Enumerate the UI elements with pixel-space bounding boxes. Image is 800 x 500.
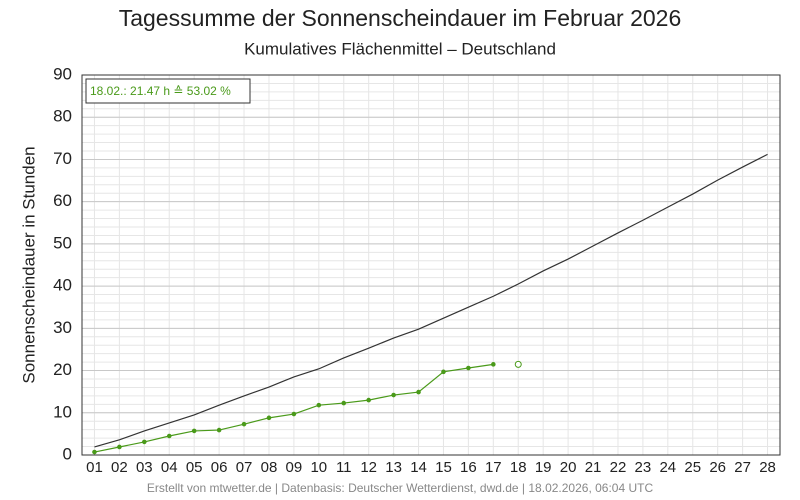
data-point xyxy=(341,400,347,406)
data-point xyxy=(316,402,322,408)
x-tick-label: 01 xyxy=(86,459,103,476)
x-tick-label: 24 xyxy=(659,459,676,476)
y-tick-label: 90 xyxy=(53,64,72,83)
x-tick-label: 03 xyxy=(136,459,153,476)
y-tick-label: 80 xyxy=(53,107,72,126)
x-tick-label: 05 xyxy=(186,459,203,476)
y-tick-label: 30 xyxy=(53,318,72,337)
chart-title: Tagessumme der Sonnenscheindauer im Febr… xyxy=(119,5,682,31)
data-point xyxy=(366,397,371,403)
x-tick-label: 09 xyxy=(286,459,303,476)
x-tick-label: 07 xyxy=(236,459,253,476)
data-point xyxy=(291,411,297,417)
plot-frame xyxy=(81,74,781,456)
footer: Erstellt von mtwetter.de | Datenbasis: D… xyxy=(147,481,654,495)
y-tick-label: 70 xyxy=(53,149,72,168)
x-tick-label: 12 xyxy=(360,459,377,476)
data-point xyxy=(466,365,471,371)
data-point xyxy=(191,428,197,434)
x-tick-label: 25 xyxy=(684,459,701,476)
data-point xyxy=(241,421,247,427)
x-tick-label: 15 xyxy=(435,459,452,476)
data-point xyxy=(142,439,147,445)
x-tick-label: 16 xyxy=(460,459,477,476)
data-point xyxy=(92,449,97,455)
data-point xyxy=(117,444,122,450)
x-tick-label: 28 xyxy=(759,459,776,476)
x-tick-label: 04 xyxy=(161,459,178,476)
x-tick-label: 19 xyxy=(535,459,552,476)
x-tick-label: 06 xyxy=(211,459,228,476)
x-tick-label: 10 xyxy=(310,459,327,476)
data-point xyxy=(266,415,272,421)
x-tick-label: 21 xyxy=(585,459,602,476)
x-tick-label: 11 xyxy=(336,459,352,476)
x-tick-label: 20 xyxy=(560,459,577,476)
x-tick-label: 23 xyxy=(635,459,652,476)
data-point xyxy=(514,360,522,368)
x-tick-label: 18 xyxy=(510,459,527,476)
annotation: 18.02.: 21.47 h ≙ 53.02 % xyxy=(90,84,231,98)
x-tick-label: 14 xyxy=(410,459,427,476)
data-point xyxy=(166,433,172,439)
x-tick-label: 08 xyxy=(261,459,278,476)
data-point xyxy=(391,392,396,398)
data-point xyxy=(216,427,222,433)
y-tick-label: 50 xyxy=(53,233,72,252)
y-tick-label: 40 xyxy=(53,276,72,295)
series-line xyxy=(94,153,768,448)
y-tick-label: 10 xyxy=(53,402,72,421)
x-tick-label: 22 xyxy=(610,459,627,476)
data-point xyxy=(416,389,421,395)
x-tick-label: 17 xyxy=(485,459,502,476)
y-tick-label: 20 xyxy=(53,360,72,379)
y-tick-label: 0 xyxy=(63,444,72,463)
x-tick-label: 13 xyxy=(385,459,402,476)
chart-subtitle: Kumulatives Flächenmittel – Deutschland xyxy=(244,39,556,58)
x-tick-label: 27 xyxy=(734,459,751,476)
data-point xyxy=(491,362,496,367)
annotation-box xyxy=(85,78,251,104)
y-tick-label: 60 xyxy=(53,191,72,210)
data-point xyxy=(441,369,446,375)
y-axis-label: Sonnenscheindauer in Stunden xyxy=(19,146,38,383)
x-tick-label: 26 xyxy=(709,459,726,476)
x-tick-label: 02 xyxy=(111,459,128,476)
